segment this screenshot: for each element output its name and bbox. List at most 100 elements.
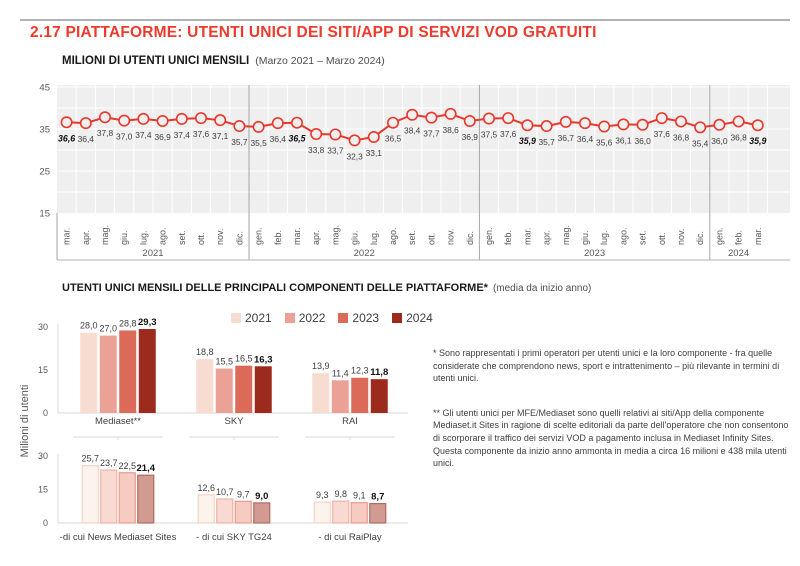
- y-tick-label: 30: [38, 322, 48, 332]
- data-point-marker: [482, 112, 495, 125]
- bar-2023: [351, 377, 369, 413]
- line-chart-title: MILIONI DI UTENTI UNICI MENSILI (Marzo 20…: [62, 55, 385, 67]
- data-point-marker: [559, 115, 572, 128]
- data-label: 32,3: [346, 151, 363, 161]
- y-tick-label: 15: [38, 365, 48, 375]
- bar-value-label: 9,3: [316, 490, 329, 500]
- data-label: 37,7: [423, 129, 440, 139]
- data-point-marker: [694, 121, 707, 134]
- bar-value-label: 16,3: [254, 354, 273, 365]
- data-label: 35,5: [250, 138, 267, 148]
- bar-2024: [369, 502, 387, 524]
- bar-value-label: 13,9: [312, 361, 330, 371]
- data-label: 36,4: [270, 134, 287, 144]
- bar-value-label: 11,8: [370, 367, 388, 378]
- bar-2022: [99, 335, 117, 413]
- data-point-marker: [156, 115, 169, 128]
- month-tick-label: giu.: [119, 230, 129, 245]
- data-point-marker: [617, 118, 630, 131]
- bar-2024: [138, 329, 156, 413]
- month-tick-label: ago.: [158, 227, 168, 245]
- y-tick-label: 0: [43, 408, 48, 418]
- bar-value-label: 11,4: [332, 368, 349, 378]
- bar-value-label: 8,7: [371, 492, 384, 503]
- month-tick-label: mar.: [62, 227, 72, 245]
- month-tick-label: giu.: [580, 230, 590, 245]
- data-label: 35,6: [596, 137, 613, 147]
- data-label: 36,9: [462, 132, 479, 142]
- line-chart-title-bold: MILIONI DI UTENTI UNICI MENSILI: [62, 55, 250, 67]
- month-tick-label: mar.: [753, 227, 763, 245]
- month-tick-label: ott.: [426, 232, 436, 245]
- svg-text:25: 25: [39, 167, 50, 178]
- bar-2023: [234, 500, 252, 524]
- bar-2023: [118, 472, 136, 524]
- data-label: 36,1: [615, 135, 632, 145]
- bar-2021: [81, 465, 99, 524]
- month-tick-label: mag.: [100, 225, 110, 245]
- month-tick-label: dic.: [695, 231, 705, 245]
- month-tick-label: feb.: [273, 230, 283, 245]
- month-tick-label: dic.: [465, 231, 475, 245]
- category-label: RAI: [342, 416, 358, 427]
- data-label: 35,7: [538, 137, 555, 147]
- month-tick-label: giu.: [350, 230, 360, 245]
- data-point-marker: [502, 112, 515, 125]
- y-axis-tick-labels: 45 35 25 15: [39, 83, 50, 220]
- month-tick-label: nov.: [446, 229, 456, 245]
- data-label: 33,1: [366, 148, 383, 158]
- data-point-marker: [79, 117, 92, 130]
- data-label: 37,5: [481, 130, 498, 140]
- data-point-marker: [60, 116, 73, 129]
- legend-item-2022: 2022: [284, 311, 325, 325]
- data-label: 36,0: [711, 136, 728, 146]
- data-label: 35,9: [519, 136, 536, 146]
- month-tick-label: apr.: [311, 230, 321, 245]
- data-point-marker: [99, 111, 112, 124]
- bar-value-label: 28,8: [119, 318, 137, 328]
- data-label: 36,7: [558, 133, 575, 143]
- category-label: SKY: [224, 416, 244, 427]
- data-point-marker: [233, 120, 246, 133]
- bar-value-label: 22,5: [118, 461, 136, 471]
- data-point-marker: [367, 130, 380, 143]
- data-label: 36,5: [288, 134, 305, 144]
- data-label: 36,5: [385, 134, 402, 144]
- legend-swatch-2024: [392, 313, 403, 323]
- data-label: 36,6: [58, 133, 75, 143]
- month-tick-label: mag.: [561, 225, 571, 245]
- legend-label: 2021: [245, 311, 272, 325]
- month-tick-label: apr.: [81, 230, 91, 245]
- month-tick-label: feb.: [734, 230, 744, 245]
- month-tick-label: nov.: [676, 229, 686, 245]
- data-point-marker: [598, 120, 611, 133]
- footnote-asterisk: * Sono rappresentati i primi operatori p…: [433, 348, 780, 384]
- footnotes: * Sono rappresentati i primi operatori p…: [433, 347, 791, 470]
- bar-2022: [331, 380, 349, 413]
- month-tick-label: lug.: [369, 230, 379, 245]
- bar-2022: [215, 368, 233, 413]
- month-tick-labels: mar. apr. mag. giu. lug. ago. set. ott. nov. dic.…: [62, 225, 763, 245]
- y-tick-label: 30: [38, 451, 48, 461]
- data-label: 38,6: [442, 125, 459, 135]
- svg-text:35: 35: [39, 125, 50, 136]
- gridlines: [57, 85, 790, 213]
- data-point-marker: [674, 115, 687, 128]
- bar-value-label: 21,4: [137, 463, 156, 474]
- month-tick-label: ago.: [388, 227, 398, 245]
- legend-item-2021: 2021: [231, 311, 272, 325]
- data-point-marker: [271, 117, 284, 130]
- bar-value-label: 28,0: [80, 321, 98, 331]
- data-point-markers: [60, 107, 764, 147]
- bar-value-label: 9,1: [353, 491, 366, 501]
- data-label: 36,0: [634, 136, 651, 146]
- data-point-marker: [252, 120, 265, 133]
- data-point-marker: [310, 128, 323, 141]
- data-label: 37,1: [212, 131, 229, 141]
- year-label: 2024: [728, 248, 749, 259]
- legend-item-2023: 2023: [338, 311, 379, 325]
- bar-2022: [100, 469, 118, 524]
- bar-2021: [80, 332, 98, 413]
- category-label: - di cui RaiPlay: [318, 532, 382, 543]
